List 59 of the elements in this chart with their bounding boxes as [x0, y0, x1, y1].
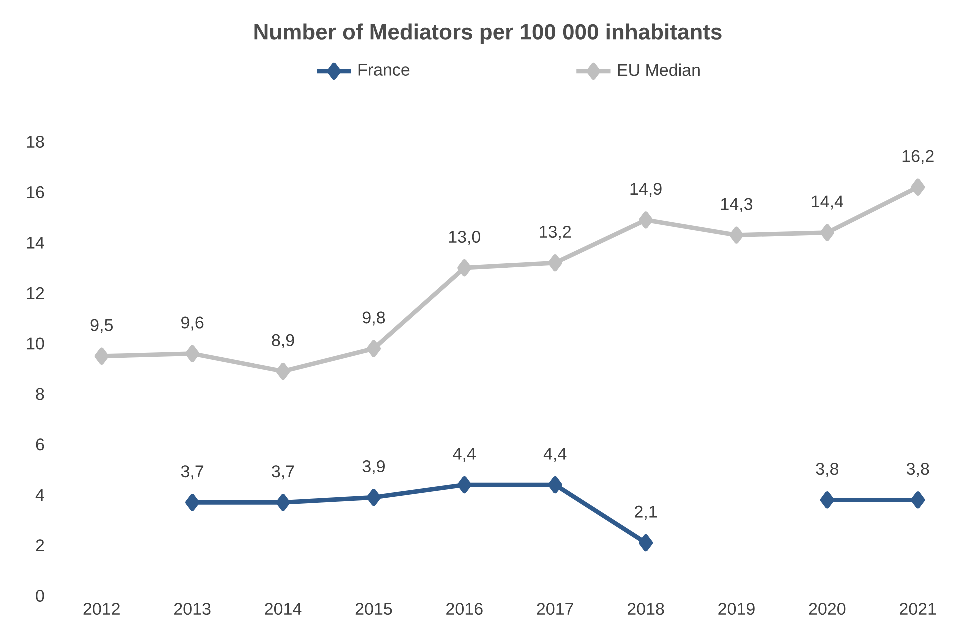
data-label: 4,4 [544, 448, 567, 462]
point [820, 492, 834, 509]
point [458, 260, 472, 277]
data-label: 14,4 [812, 196, 844, 210]
data-label: 14,9 [630, 183, 662, 198]
point [548, 254, 562, 272]
point [366, 489, 381, 506]
data-label: 2,1 [635, 506, 658, 520]
x-tick-label: 2020 [809, 603, 846, 616]
point [366, 340, 381, 358]
point [276, 362, 290, 380]
x-tick-label: 2019 [718, 603, 755, 616]
y-tick-label: 6 [36, 438, 44, 451]
point [911, 178, 926, 196]
data-label: 9,8 [362, 312, 386, 326]
data-label: 4,4 [453, 448, 476, 462]
y-tick-label: 0 [36, 590, 44, 602]
data-label: 3,8 [816, 463, 839, 478]
data-label: 3,9 [362, 460, 385, 475]
data-label: 13,2 [540, 226, 572, 240]
x-tick-label: 2013 [174, 603, 211, 616]
point [820, 224, 834, 242]
x-tick-label: 2017 [537, 603, 574, 616]
point [186, 494, 200, 512]
x-tick-label: 2021 [900, 603, 936, 616]
x-tick-label: 2018 [628, 603, 664, 616]
data-label: 16,2 [902, 150, 934, 164]
data-label: 8,9 [272, 334, 294, 348]
point [548, 476, 562, 494]
y-tick-label: 10 [27, 338, 44, 350]
legend-label: France [358, 64, 410, 76]
chart-title: Number of Mediators per 100 000 inhabitants [254, 24, 722, 44]
data-label: 3,8 [906, 463, 930, 478]
y-tick-label: 16 [27, 186, 44, 198]
data-label: 3,7 [181, 466, 204, 480]
point [276, 494, 290, 512]
x-tick-label: 2015 [356, 603, 392, 616]
point [730, 226, 744, 244]
y-tick-label: 14 [27, 237, 44, 249]
x-tick-label: 2014 [265, 603, 302, 616]
data-label: 13,0 [449, 231, 481, 246]
data-label: 14,3 [721, 198, 753, 212]
y-tick-label: 12 [27, 287, 44, 300]
point [639, 212, 654, 229]
y-tick-label: 18 [27, 136, 44, 148]
y-tick-label: 8 [36, 388, 44, 400]
data-label: 3,7 [272, 466, 294, 480]
x-tick-label: 2016 [446, 603, 483, 616]
point [186, 345, 200, 362]
y-tick-label: 2 [36, 540, 44, 552]
point [911, 492, 926, 509]
point [639, 534, 654, 552]
data-label: 9,6 [182, 316, 204, 331]
point [94, 348, 109, 365]
data-label: 9,5 [90, 319, 113, 334]
y-tick-label: 4 [36, 489, 44, 501]
point [458, 476, 472, 494]
legend-label: EU Median [618, 64, 700, 76]
x-tick-label: 2012 [84, 603, 120, 616]
